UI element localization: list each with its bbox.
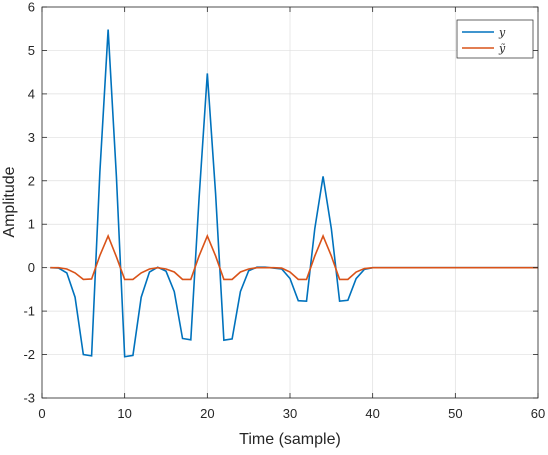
x-axis-label: Time (sample) xyxy=(239,431,341,448)
x-tick-label: 10 xyxy=(117,406,131,421)
series-line-y-tilde xyxy=(50,233,538,281)
y-tick-label: -1 xyxy=(23,304,35,319)
x-tick-label: 60 xyxy=(531,406,545,421)
y-tick-label: -3 xyxy=(23,391,35,406)
series-lines xyxy=(50,29,538,358)
y-tick-label: -2 xyxy=(23,347,35,362)
y-tick-label: 4 xyxy=(28,86,35,101)
x-tick-label: 0 xyxy=(38,406,45,421)
x-tick-label: 50 xyxy=(448,406,462,421)
y-axis-label: Amplitude xyxy=(1,166,18,237)
y-tick-label: 0 xyxy=(28,260,35,275)
y-tick-label: 2 xyxy=(28,173,35,188)
y-tick-label: 3 xyxy=(28,130,35,145)
x-tick-label: 30 xyxy=(283,406,297,421)
y-tick-label: 5 xyxy=(28,43,35,58)
legend: y ỹ xyxy=(456,19,534,59)
x-tick-label: 40 xyxy=(365,406,379,421)
legend-label-y: y xyxy=(498,26,506,39)
legend-box xyxy=(456,19,534,59)
y-tick-label: 1 xyxy=(28,217,35,232)
x-tick-label: 20 xyxy=(200,406,214,421)
axis-ticks xyxy=(41,6,539,399)
y-tick-labels: -3 -2 -1 0 1 2 3 4 5 6 xyxy=(23,0,35,406)
y-tick-label: 6 xyxy=(28,0,35,15)
legend-label-y-tilde: ỹ xyxy=(498,42,506,55)
x-tick-labels: 0 10 20 30 40 50 60 xyxy=(38,406,545,421)
